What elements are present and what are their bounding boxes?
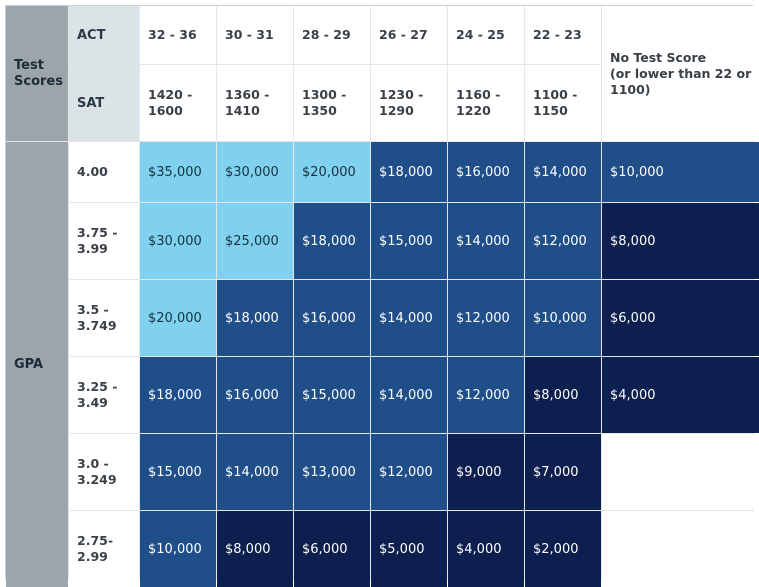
award-cell: $14,000 (448, 203, 524, 279)
sat-label: SAT (69, 65, 139, 141)
sat-range-header: 1420 - 1600 (140, 65, 216, 141)
gpa-range-label: 4.00 (69, 142, 139, 202)
act-range-header: 28 - 29 (294, 6, 370, 64)
gpa-range-label: 3.5 - 3.749 (69, 280, 139, 356)
award-cell: $30,000 (217, 142, 293, 202)
scholarship-table: Test Scores ACT SAT No Test Score (or lo… (5, 5, 759, 587)
award-cell: $4,000 (602, 357, 759, 433)
award-cell: $4,000 (448, 511, 524, 587)
award-cell: $18,000 (140, 357, 216, 433)
act-label: ACT (69, 6, 139, 64)
award-cell: $15,000 (371, 203, 447, 279)
award-cell: $9,000 (448, 434, 524, 510)
award-cell: $35,000 (140, 142, 216, 202)
sat-range-header: 1100 - 1150 (525, 65, 601, 141)
award-cell (602, 511, 759, 587)
award-cell: $18,000 (371, 142, 447, 202)
award-cell: $14,000 (371, 357, 447, 433)
award-cell: $12,000 (448, 357, 524, 433)
award-cell: $15,000 (140, 434, 216, 510)
gpa-range-label: 3.25 - 3.49 (69, 357, 139, 433)
gpa-range-label: 2.75- 2.99 (69, 511, 139, 587)
sat-range-header: 1360 - 1410 (217, 65, 293, 141)
award-cell: $25,000 (217, 203, 293, 279)
act-range-header: 32 - 36 (140, 6, 216, 64)
award-cell: $8,000 (602, 203, 759, 279)
award-cell: $18,000 (217, 280, 293, 356)
award-cell: $18,000 (294, 203, 370, 279)
act-range-header: 24 - 25 (448, 6, 524, 64)
award-cell: $8,000 (217, 511, 293, 587)
award-cell: $16,000 (217, 357, 293, 433)
gpa-header: GPA (6, 142, 68, 587)
award-cell: $15,000 (294, 357, 370, 433)
award-cell: $2,000 (525, 511, 601, 587)
gpa-range-label: 3.75 - 3.99 (69, 203, 139, 279)
sat-range-header: 1300 - 1350 (294, 65, 370, 141)
act-range-header: 30 - 31 (217, 6, 293, 64)
award-cell: $20,000 (140, 280, 216, 356)
award-cell: $6,000 (294, 511, 370, 587)
gpa-range-label: 3.0 - 3.249 (69, 434, 139, 510)
award-cell: $7,000 (525, 434, 601, 510)
award-cell: $20,000 (294, 142, 370, 202)
award-cell: $12,000 (448, 280, 524, 356)
award-cell: $14,000 (371, 280, 447, 356)
award-cell: $10,000 (140, 511, 216, 587)
award-cell: $8,000 (525, 357, 601, 433)
award-cell: $5,000 (371, 511, 447, 587)
award-cell: $10,000 (602, 142, 759, 202)
award-cell: $14,000 (525, 142, 601, 202)
award-cell: $16,000 (294, 280, 370, 356)
test-scores-header: Test Scores (6, 6, 68, 141)
sat-range-header: 1230 - 1290 (371, 65, 447, 141)
award-cell: $12,000 (525, 203, 601, 279)
award-cell: $14,000 (217, 434, 293, 510)
award-cell: $16,000 (448, 142, 524, 202)
award-cell: $10,000 (525, 280, 601, 356)
award-cell: $13,000 (294, 434, 370, 510)
award-cell (602, 434, 759, 510)
award-cell: $6,000 (602, 280, 759, 356)
act-range-header: 26 - 27 (371, 6, 447, 64)
award-cell: $12,000 (371, 434, 447, 510)
award-cell: $30,000 (140, 203, 216, 279)
act-range-header: 22 - 23 (525, 6, 601, 64)
sat-range-header: 1160 - 1220 (448, 65, 524, 141)
no-test-score-header: No Test Score (or lower than 22 or 1100) (602, 6, 759, 141)
